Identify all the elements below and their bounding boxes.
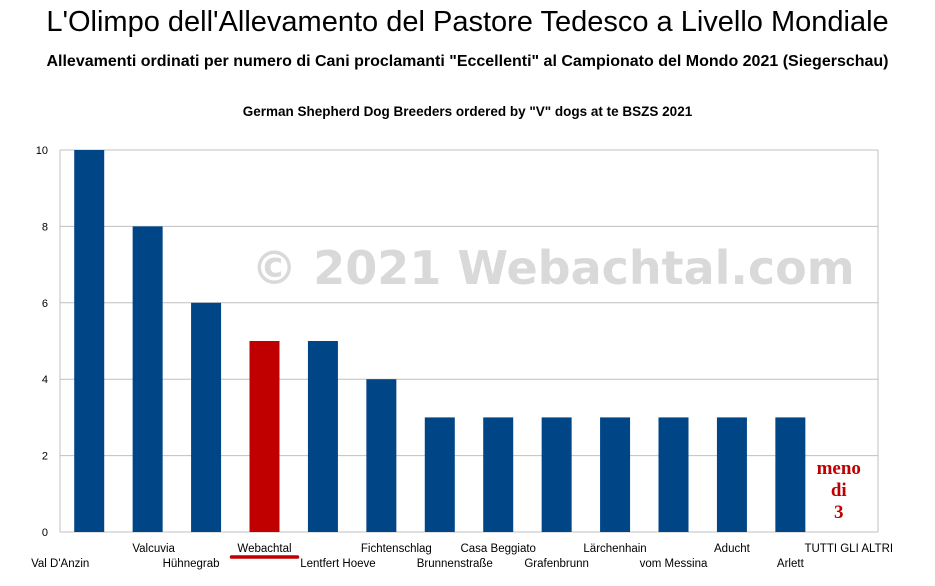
y-tick-label: 10 bbox=[36, 145, 48, 157]
bar-8 bbox=[541, 417, 572, 532]
annotation-line: meno bbox=[817, 458, 861, 479]
x-tick-label: Hühnegrab bbox=[163, 558, 220, 570]
x-tick-label: Webachtal bbox=[237, 543, 291, 555]
annotation-line: 3 bbox=[834, 502, 844, 523]
page-title: L'Olimpo dell'Allevamento del Pastore Te… bbox=[46, 6, 889, 38]
bar-10 bbox=[658, 417, 689, 532]
x-tick-label: Fichtenschlag bbox=[361, 543, 432, 555]
bar-12 bbox=[775, 417, 806, 532]
x-tick-label: vom Messina bbox=[640, 558, 708, 570]
grid-lines bbox=[59, 149, 879, 533]
page-subtitle: Allevamenti ordinati per numero di Cani … bbox=[46, 53, 889, 70]
bar-7 bbox=[483, 417, 514, 532]
bar-6 bbox=[424, 417, 455, 532]
chart-title: German Shepherd Dog Breeders ordered by … bbox=[242, 104, 693, 119]
x-tick-label: Aducht bbox=[714, 543, 751, 555]
x-tick-label: Grafenbrunn bbox=[524, 558, 589, 570]
annotation-line: di bbox=[831, 480, 847, 501]
x-tick-label: Lentfert Hoeve bbox=[300, 558, 375, 570]
x-tick-label: Arlett bbox=[777, 558, 805, 570]
watermark-text: © 2021 Webachtal.com bbox=[251, 241, 854, 295]
bar-0 bbox=[74, 150, 105, 532]
y-tick-label: 8 bbox=[42, 221, 48, 233]
bar-11 bbox=[716, 417, 747, 532]
x-tick-label: Valcuvia bbox=[132, 543, 175, 555]
x-tick-label: Val D'Anzin bbox=[31, 558, 89, 570]
y-tick-label: 4 bbox=[42, 374, 48, 386]
bar-5 bbox=[366, 379, 397, 532]
bar-2 bbox=[191, 302, 222, 532]
bars bbox=[74, 150, 806, 532]
y-tick-label: 6 bbox=[42, 298, 48, 310]
x-tick-label: TUTTI GLI ALTRI bbox=[804, 543, 893, 555]
y-tick-label: 0 bbox=[42, 527, 48, 539]
bar-9 bbox=[600, 417, 631, 532]
y-axis-ticks: 0 2 4 6 8 10 bbox=[36, 145, 48, 539]
bar-1 bbox=[132, 226, 163, 532]
x-axis-labels: Val D'Anzin Valcuvia Hühnegrab Webachtal Len… bbox=[31, 543, 893, 570]
x-tick-label: Casa Beggiato bbox=[460, 543, 535, 555]
bar-3 bbox=[249, 341, 280, 532]
y-tick-label: 2 bbox=[42, 451, 48, 463]
x-tick-label: Brunnenstraße bbox=[417, 558, 493, 570]
bar-4 bbox=[307, 341, 338, 532]
x-tick-label: Lärchenhain bbox=[583, 543, 646, 555]
